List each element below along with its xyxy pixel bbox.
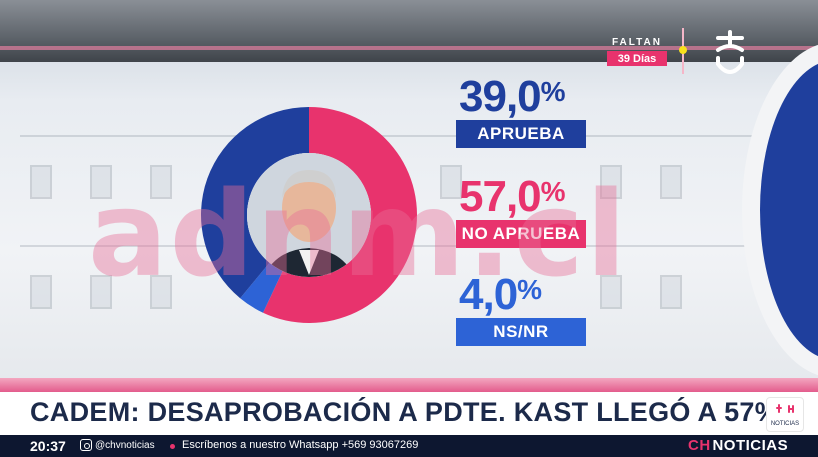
ticker-bar: 20:37 @chvnoticias Escríbenos a nuestro … (0, 435, 818, 457)
donut-slice-approve (201, 107, 309, 299)
disapprove-value: 57,0% (459, 172, 566, 221)
nsnr-value: 4,0% (459, 270, 542, 319)
studio-ceiling (0, 0, 818, 62)
ticker-bullet (170, 444, 175, 449)
countdown-value: 39 Días (607, 51, 667, 66)
approval-donut (201, 107, 417, 323)
headline-bar: CADEM: DESAPROBACIÓN A PDTE. KAST LLEGÓ … (0, 392, 818, 435)
headline-text: CADEM: DESAPROBACIÓN A PDTE. KAST LLEGÓ … (30, 397, 780, 427)
approve-label: APRUEBA (456, 120, 586, 148)
svg-text:NOTICIAS: NOTICIAS (771, 421, 799, 427)
social-handle: @chvnoticias (95, 440, 155, 451)
ticker-message: Escríbenos a nuestro Whatsapp +569 93067… (182, 439, 419, 451)
channel-brand: CH NOTICIAS (688, 437, 789, 454)
clock: 20:37 (30, 438, 66, 454)
nsnr-label: NS/NR (456, 318, 586, 346)
instagram-icon (80, 439, 92, 451)
donut-slice-nsnr (240, 262, 283, 313)
disapprove-label: NO APRUEBA (456, 220, 586, 248)
donut-slice-disapprove (263, 107, 417, 323)
politician-photo (247, 153, 371, 277)
watermark: adnm.cl (88, 165, 629, 303)
divider-dot (679, 46, 687, 54)
chv-logo-icon (716, 30, 744, 74)
countdown-label: FALTAN (612, 37, 662, 48)
background-building (0, 95, 818, 395)
studio-floor-light (0, 378, 818, 392)
chv-noticias-badge: NOTICIAS (766, 397, 804, 432)
approve-value: 39,0% (459, 72, 566, 121)
